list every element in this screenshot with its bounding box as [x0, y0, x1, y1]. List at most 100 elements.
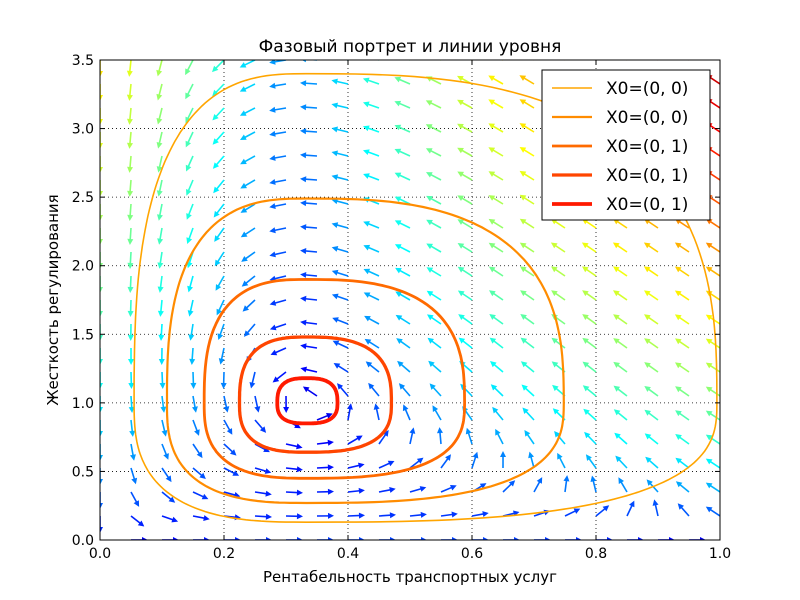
field-arrow	[489, 290, 504, 301]
field-arrow	[127, 155, 133, 173]
field-arrow	[100, 180, 103, 197]
legend: X0=(0, 0) X0=(0, 0) X0=(0, 1) X0=(0, 1) X0=(…	[541, 69, 711, 221]
field-arrow	[397, 360, 411, 373]
x-axis-label: Рентабельность транспортных услуг	[263, 568, 557, 586]
field-arrow	[127, 251, 134, 269]
field-arrow	[565, 537, 582, 540]
field-arrow	[300, 366, 318, 373]
field-arrow	[519, 170, 535, 181]
field-arrow	[269, 155, 287, 161]
field-arrow	[316, 512, 334, 519]
field-arrow	[212, 131, 225, 145]
field-arrow	[269, 299, 287, 306]
field-arrow	[363, 244, 380, 253]
field-arrow	[192, 491, 209, 500]
field-arrow	[520, 361, 535, 373]
field-arrow	[524, 430, 535, 445]
field-arrow	[426, 219, 442, 229]
field-arrow	[457, 171, 473, 181]
field-arrow	[216, 299, 225, 316]
field-arrow	[614, 432, 628, 445]
field-arrow	[582, 337, 597, 349]
legend-label: X0=(0, 1)	[606, 166, 688, 186]
field-arrow	[223, 443, 237, 456]
field-arrow	[269, 227, 287, 234]
field-arrow	[705, 314, 720, 325]
field-arrow	[550, 242, 566, 253]
legend-item: X0=(0, 1)	[552, 195, 688, 215]
trajectory-series-2	[165, 197, 565, 505]
field-arrow	[426, 243, 442, 253]
y-tick-label: 3.5	[72, 53, 94, 69]
legend-label: X0=(0, 1)	[606, 195, 688, 215]
field-arrow	[363, 173, 380, 181]
x-tick-label: 0.8	[585, 546, 607, 562]
field-arrow	[378, 460, 395, 469]
field-arrow	[613, 314, 628, 325]
trajectory-series-3	[202, 277, 467, 480]
field-arrow	[613, 338, 628, 349]
field-arrow	[582, 361, 597, 373]
field-arrow	[410, 537, 427, 540]
field-arrow	[241, 275, 256, 287]
field-arrow	[644, 338, 659, 349]
field-arrow	[347, 487, 365, 494]
field-arrow	[488, 123, 504, 133]
field-arrow	[396, 338, 411, 349]
field-arrow	[100, 372, 103, 389]
field-arrow	[457, 123, 473, 133]
field-arrow	[300, 343, 318, 350]
field-arrow	[551, 266, 566, 277]
field-arrow	[126, 60, 133, 77]
field-arrow	[364, 338, 380, 349]
field-arrow	[218, 347, 225, 365]
field-arrow	[427, 337, 442, 349]
field-arrow	[300, 319, 318, 326]
field-arrow	[100, 324, 103, 341]
field-arrow	[534, 537, 551, 540]
field-arrow	[394, 124, 411, 133]
field-arrow	[489, 337, 504, 349]
field-arrow	[186, 203, 194, 220]
field-arrow	[283, 395, 290, 413]
field-arrow	[130, 467, 138, 485]
field-arrow	[162, 537, 179, 540]
field-arrow	[488, 266, 504, 277]
field-arrow	[156, 60, 163, 77]
field-arrow	[520, 290, 535, 301]
field-arrow	[127, 179, 134, 197]
field-arrow	[364, 315, 380, 325]
field-arrow	[554, 431, 566, 445]
field-arrow	[582, 266, 597, 277]
field-arrow	[239, 60, 256, 68]
field-arrow	[705, 338, 720, 349]
y-axis-label: Жесткость регулирования	[44, 194, 62, 405]
field-arrow	[331, 78, 349, 85]
field-arrow	[363, 149, 380, 157]
field-arrow	[285, 466, 303, 473]
field-arrow	[269, 82, 287, 89]
field-arrow	[519, 242, 535, 253]
axis-ticks: 0.0 0.2 0.4 0.6 0.8 1.0 0.0 0.5 1.0 1.5 2.0 2.5 3.0 3…	[72, 53, 731, 562]
field-arrow	[156, 83, 163, 101]
field-arrow	[212, 107, 225, 121]
field-arrow	[394, 244, 411, 253]
field-arrow	[373, 403, 380, 421]
field-arrow	[594, 60, 596, 61]
field-arrow	[157, 251, 164, 269]
field-arrow	[243, 323, 256, 337]
field-arrow	[157, 227, 164, 245]
field-arrow	[254, 419, 267, 433]
field-arrow	[363, 221, 380, 229]
field-arrow	[317, 537, 334, 540]
field-arrow	[457, 219, 473, 229]
field-arrow	[488, 242, 504, 253]
field-arrow	[705, 386, 720, 397]
field-arrow	[457, 195, 473, 205]
field-arrow	[457, 99, 473, 109]
field-arrow	[409, 486, 427, 493]
field-arrow	[240, 227, 256, 238]
field-arrow	[300, 200, 318, 207]
field-arrow	[398, 383, 411, 397]
field-arrow	[300, 80, 318, 87]
